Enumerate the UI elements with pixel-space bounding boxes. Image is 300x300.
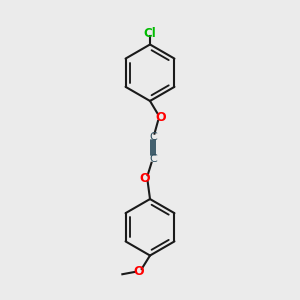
Text: C: C (149, 132, 157, 142)
Text: O: O (155, 111, 166, 124)
Text: Cl: Cl (144, 27, 156, 40)
Text: C: C (149, 154, 157, 164)
Text: O: O (134, 266, 144, 278)
Text: O: O (139, 172, 150, 185)
